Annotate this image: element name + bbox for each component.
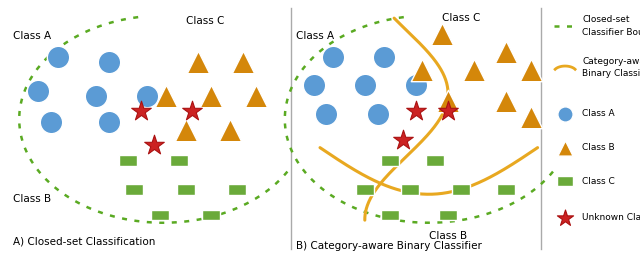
Bar [497,184,515,195]
Bar [356,184,374,195]
Point [328,55,338,59]
Point [180,127,191,132]
Bar [177,184,195,195]
Point [193,60,204,64]
Point [526,68,536,72]
Bar [125,184,143,195]
Bar [381,210,399,220]
Point [136,109,146,113]
Point [142,94,152,98]
Point [251,94,261,98]
Point [104,60,114,64]
Point [560,112,570,116]
Point [321,112,332,116]
Point [560,215,570,220]
Text: Closed-set
Classifier Boundary: Closed-set Classifier Boundary [582,15,640,37]
Bar [401,184,419,195]
Point [148,143,159,147]
Point [417,68,428,72]
Point [33,89,44,93]
Text: Class B: Class B [582,143,615,152]
Point [526,114,536,119]
Point [379,55,389,59]
Bar [119,155,137,166]
Point [360,83,370,88]
Point [206,94,216,98]
Text: Category-aware
Binary Classifier: Category-aware Binary Classifier [582,56,640,78]
Text: Class A: Class A [13,31,51,41]
Point [238,60,248,64]
Point [46,120,56,124]
Text: Class C: Class C [582,177,615,186]
Point [436,32,447,36]
Point [411,109,421,113]
Text: Class A: Class A [582,110,615,118]
Point [398,138,408,142]
Bar [452,184,470,195]
Bar [381,155,399,166]
Bar [228,184,246,195]
Bar [439,210,457,220]
Point [308,83,319,88]
Text: Class B: Class B [429,231,467,241]
Point [187,109,197,113]
Point [52,55,63,59]
Point [500,50,511,54]
Point [560,146,570,150]
Point [161,94,172,98]
Point [91,94,101,98]
Point [225,127,236,132]
Text: B) Category-aware Binary Classifier: B) Category-aware Binary Classifier [296,241,481,251]
Point [468,68,479,72]
Text: Class C: Class C [442,13,480,23]
Bar [557,176,573,186]
Point [411,83,421,88]
Text: Unknown Class: Unknown Class [582,213,640,222]
Bar [170,155,188,166]
Text: A) Closed-set Classification: A) Closed-set Classification [13,237,155,247]
Bar [202,210,220,220]
Text: Class B: Class B [13,195,51,204]
Point [443,109,453,113]
Bar [426,155,444,166]
Text: Class A: Class A [296,31,334,41]
Point [500,99,511,103]
Point [104,120,114,124]
Point [443,99,453,103]
Bar [151,210,169,220]
Point [372,112,383,116]
Text: Class C: Class C [186,16,224,26]
